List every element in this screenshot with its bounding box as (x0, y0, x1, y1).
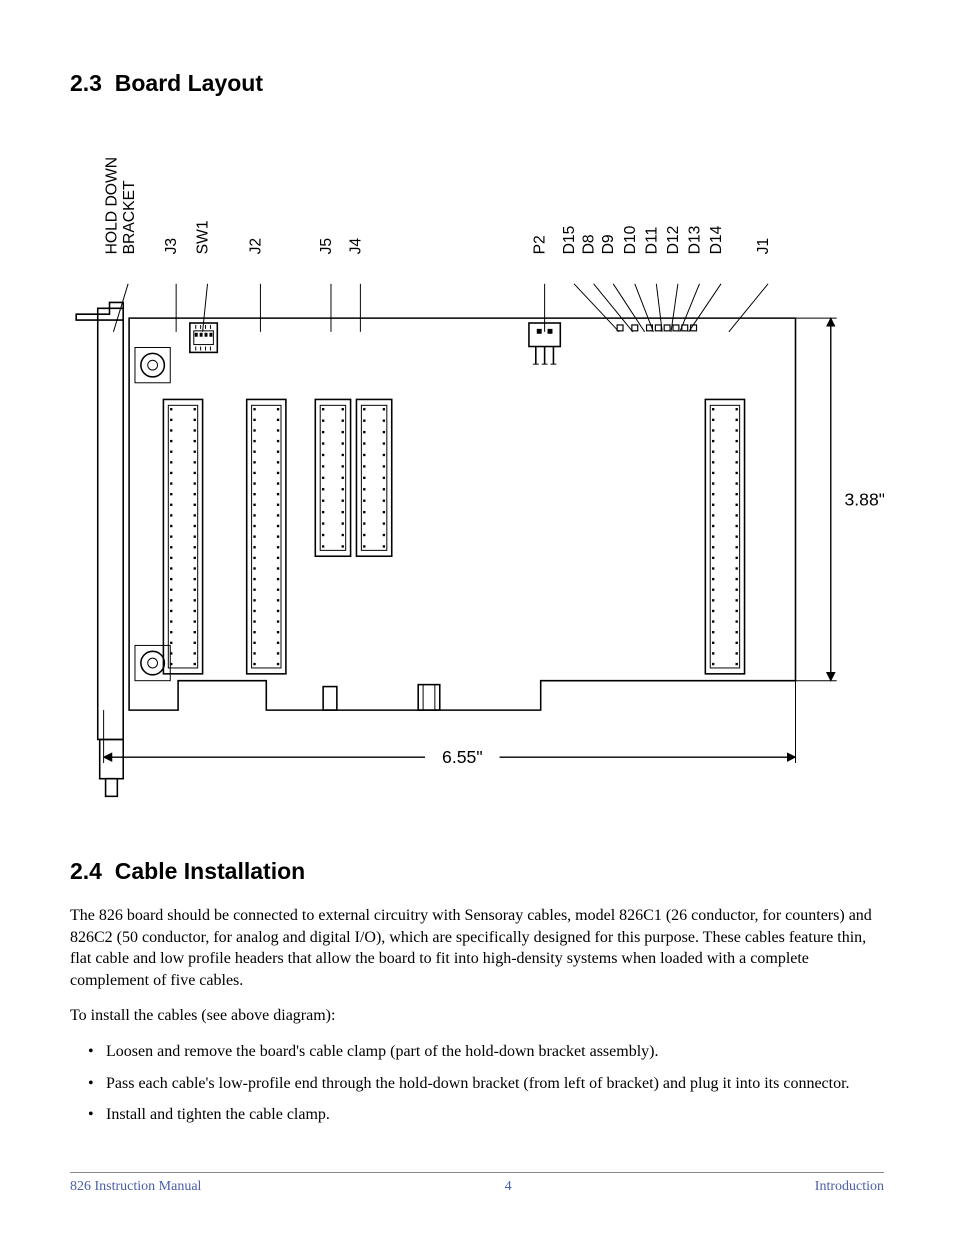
svg-text:HOLD DOWN: HOLD DOWN (103, 157, 120, 255)
svg-text:D8: D8 (581, 234, 598, 254)
svg-text:3.88": 3.88" (845, 489, 885, 509)
section-heading-cable-installation: 2.4 Cable Installation (70, 858, 884, 885)
svg-text:D14: D14 (708, 225, 725, 254)
svg-text:J5: J5 (318, 238, 335, 255)
svg-text:J4: J4 (347, 238, 364, 255)
footer-left: 826 Instruction Manual (70, 1179, 201, 1195)
list-item: Install and tighten the cable clamp. (88, 1104, 884, 1126)
svg-text:D11: D11 (643, 227, 660, 255)
svg-text:6.55": 6.55" (442, 747, 483, 767)
svg-text:D12: D12 (665, 226, 682, 255)
section-title: Board Layout (115, 70, 263, 96)
board-layout-diagram: HOLD DOWNBRACKETJ3SW1J2J5J4P2D15D8D9D10D… (70, 127, 884, 818)
paragraph-2: To install the cables (see above diagram… (70, 1005, 884, 1027)
svg-text:SW1: SW1 (195, 220, 212, 254)
section-number: 2.4 (70, 858, 102, 884)
page-footer: 826 Instruction Manual 4 Introduction (70, 1172, 884, 1195)
svg-text:J3: J3 (163, 238, 180, 255)
list-item: Loosen and remove the board's cable clam… (88, 1041, 884, 1063)
footer-right: Introduction (815, 1179, 884, 1195)
section-title: Cable Installation (115, 858, 305, 884)
svg-text:D13: D13 (686, 225, 703, 254)
svg-text:P2: P2 (532, 235, 549, 254)
svg-text:D9: D9 (600, 234, 617, 254)
section-number: 2.3 (70, 70, 102, 96)
svg-text:J2: J2 (247, 238, 264, 255)
svg-text:D10: D10 (622, 225, 639, 254)
svg-text:D15: D15 (561, 225, 578, 254)
paragraph-1: The 826 board should be connected to ext… (70, 905, 884, 991)
section-heading-board-layout: 2.3 Board Layout (70, 70, 884, 97)
svg-text:J1: J1 (755, 238, 772, 255)
list-item: Pass each cable's low-profile end throug… (88, 1073, 884, 1095)
board-svg: HOLD DOWNBRACKETJ3SW1J2J5J4P2D15D8D9D10D… (70, 127, 884, 813)
install-steps-list: Loosen and remove the board's cable clam… (70, 1041, 884, 1126)
svg-text:BRACKET: BRACKET (121, 180, 138, 254)
footer-page-number: 4 (201, 1179, 814, 1195)
